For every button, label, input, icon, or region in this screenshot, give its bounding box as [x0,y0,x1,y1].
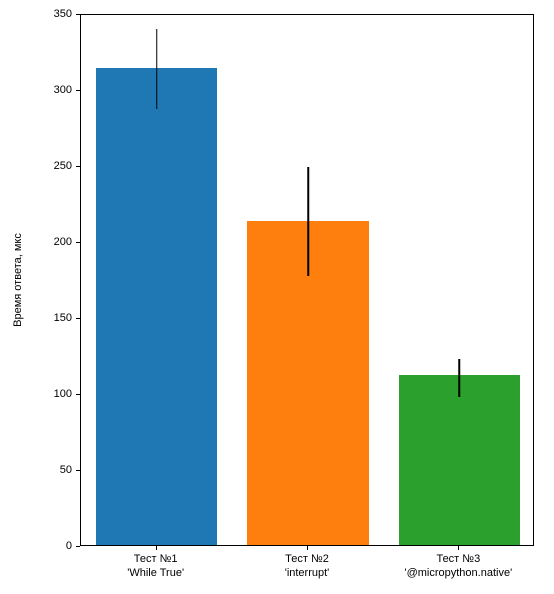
ytick-mark [76,546,80,547]
ytick-label: 50 [60,464,72,476]
ytick-label: 250 [54,160,72,172]
error-bar [307,167,309,276]
error-bar [156,29,158,110]
ytick-mark [76,90,80,91]
ytick-label: 100 [54,388,72,400]
y-axis-label: Время ответа, мкс [12,233,24,327]
ytick-mark [76,470,80,471]
ytick-mark [76,166,80,167]
error-bar [459,359,461,397]
ytick-mark [76,14,80,15]
ytick-mark [76,242,80,243]
xtick-label: Тест №1 'While True' [127,552,184,581]
ytick-mark [76,394,80,395]
chart-container: Время ответа, мкс 0 50 100 150 200 250 300 350 Т… [0,0,554,594]
xtick-label: Тест №3 '@micropython.native' [404,552,512,581]
ytick-label: 350 [54,8,72,20]
ytick-label: 300 [54,84,72,96]
ytick-label: 150 [54,312,72,324]
bar [399,375,520,545]
xtick-mark [307,546,308,550]
xtick-label: Тест №2 'interrupt' [285,552,330,581]
ytick-label: 0 [66,540,72,552]
ytick-mark [76,318,80,319]
xtick-mark [458,546,459,550]
xtick-mark [156,546,157,550]
plot-area [80,14,534,546]
ytick-label: 200 [54,236,72,248]
bar [96,68,217,545]
